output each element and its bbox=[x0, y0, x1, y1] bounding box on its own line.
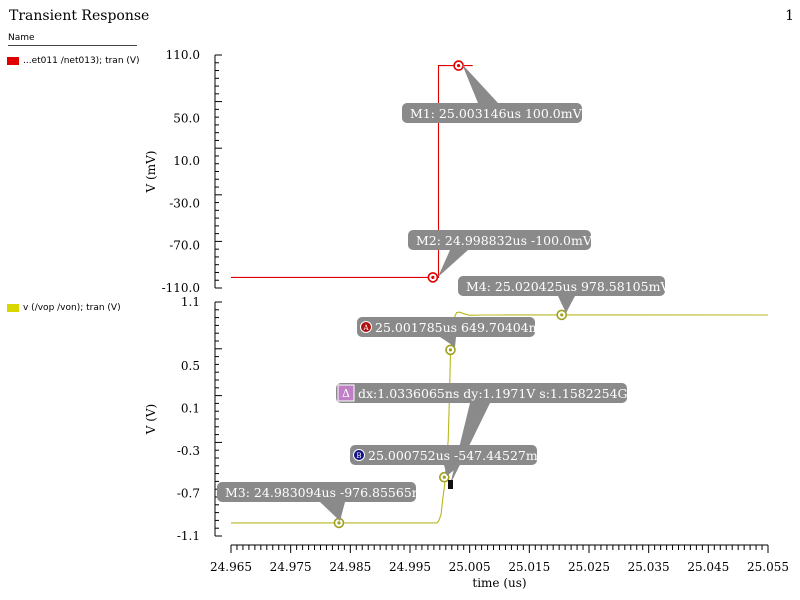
delta-endpoint-mark bbox=[448, 480, 453, 489]
callout-box bbox=[350, 445, 537, 465]
legend-item-vop-von[interactable]: v (/vop /von); tran (V) bbox=[7, 303, 121, 313]
callout-M1: M1: 25.003146us 100.0mV bbox=[402, 64, 583, 123]
marker-dot bbox=[448, 348, 453, 352]
y-tick-label: -70.0 bbox=[169, 239, 200, 253]
callout-box bbox=[402, 103, 582, 123]
window-title: Transient Response bbox=[9, 8, 150, 24]
legend-header: Name bbox=[8, 33, 137, 46]
legend-swatch-red bbox=[7, 57, 19, 65]
y-tick-label: 1.1 bbox=[181, 295, 200, 309]
badge-B-icon bbox=[353, 449, 365, 461]
delta-symbol: Δ bbox=[342, 387, 350, 400]
legend-item-net013[interactable]: ...et011 /net013); tran (V) bbox=[7, 56, 140, 66]
marker-dot bbox=[431, 275, 435, 280]
badge-letter: A bbox=[362, 324, 369, 332]
callout-pointer bbox=[438, 250, 468, 277]
x-tick-label: 25.015 bbox=[508, 560, 550, 574]
x-tick-label: 25.045 bbox=[687, 560, 729, 574]
y-tick-label: 50.0 bbox=[173, 112, 200, 126]
y-axis-label: V (V) bbox=[144, 404, 158, 436]
upper-panel: 110.0 50.0 10.0 -30.0 -70.0 -110.0 V (mV) bbox=[144, 48, 473, 295]
callout-B: B 25.000752us -547.44527mV bbox=[350, 445, 548, 476]
callout-label: dx:1.0336065ns dy:1.1971V s:1.1582254GV/… bbox=[358, 386, 647, 401]
y-tick-label: 110.0 bbox=[166, 48, 200, 62]
badge-A-icon bbox=[360, 321, 372, 333]
x-axis-label: time (us) bbox=[472, 576, 526, 590]
x-tick-label: 25.035 bbox=[628, 560, 670, 574]
callout-M2: M2: 24.998832us -100.0mV bbox=[408, 230, 593, 277]
legend-label: ...et011 /net013); tran (V) bbox=[23, 56, 140, 66]
y-tick-label: -110.0 bbox=[162, 281, 200, 295]
callout-box bbox=[217, 482, 416, 502]
marker-dot bbox=[457, 63, 461, 68]
callout-M4: M4: 25.020425us 978.58105mV bbox=[458, 276, 670, 313]
callout-label: 25.001785us 649.70404mV bbox=[375, 320, 550, 335]
marker-dot bbox=[337, 521, 341, 525]
callout-pointer bbox=[558, 296, 575, 313]
y-tick-label: -30.0 bbox=[169, 196, 200, 210]
x-tick-label: 24.985 bbox=[329, 560, 371, 574]
x-axis: 24.965 24.975 24.985 24.995 25.005 25.015 25.0… bbox=[210, 544, 789, 590]
y-tick-label: -0.7 bbox=[177, 486, 200, 500]
y-tick-label: 0.1 bbox=[181, 401, 200, 415]
callout-M3: M3: 24.983094us -976.85565mV bbox=[217, 482, 434, 521]
callout-label: 25.000752us -547.44527mV bbox=[368, 448, 548, 463]
y-axis-label: V (mV) bbox=[144, 151, 158, 194]
delta-icon bbox=[337, 384, 355, 402]
lower-panel: 1.1 0.5 0.1 -0.3 -0.7 -1.1 V (V) bbox=[144, 295, 769, 543]
y-tick-label: 0.5 bbox=[181, 359, 200, 373]
x-tick-label: 25.055 bbox=[747, 560, 789, 574]
x-tick-label: 25.025 bbox=[568, 560, 610, 574]
callout-label: M3: 24.983094us -976.85565mV bbox=[225, 485, 434, 500]
callout-label: M2: 24.998832us -100.0mV bbox=[416, 233, 593, 248]
page-number: 1 bbox=[785, 8, 794, 24]
legend-swatch-yellow bbox=[7, 304, 19, 312]
callout-pointer bbox=[450, 403, 490, 485]
legend-label: v (/vop /von); tran (V) bbox=[23, 303, 121, 313]
badge-letter: B bbox=[356, 452, 361, 460]
marker-dot bbox=[442, 475, 446, 479]
callout-box bbox=[458, 276, 665, 296]
y-tick-label: -0.3 bbox=[177, 444, 200, 458]
callout-box bbox=[408, 230, 591, 250]
callout-pointer bbox=[440, 337, 456, 347]
callout-pointer bbox=[444, 465, 460, 476]
y-tick-label: 10.0 bbox=[173, 154, 200, 168]
x-tick-label: 24.965 bbox=[210, 560, 252, 574]
marker-dot bbox=[560, 313, 564, 317]
y-tick-label: -1.1 bbox=[177, 529, 200, 543]
x-tick-label: 24.995 bbox=[389, 560, 431, 574]
callout-pointer bbox=[462, 64, 498, 103]
callout-box bbox=[336, 383, 627, 403]
x-tick-label: 24.975 bbox=[270, 560, 312, 574]
x-tick-label: 25.005 bbox=[449, 560, 491, 574]
callout-label: M1: 25.003146us 100.0mV bbox=[410, 106, 583, 121]
series-line bbox=[231, 65, 473, 278]
callout-A: A 25.001785us 649.70404mV bbox=[357, 317, 550, 347]
callout-label: M4: 25.020425us 978.58105mV bbox=[466, 279, 670, 294]
callout-box bbox=[357, 317, 535, 337]
callout-pointer bbox=[320, 502, 345, 521]
